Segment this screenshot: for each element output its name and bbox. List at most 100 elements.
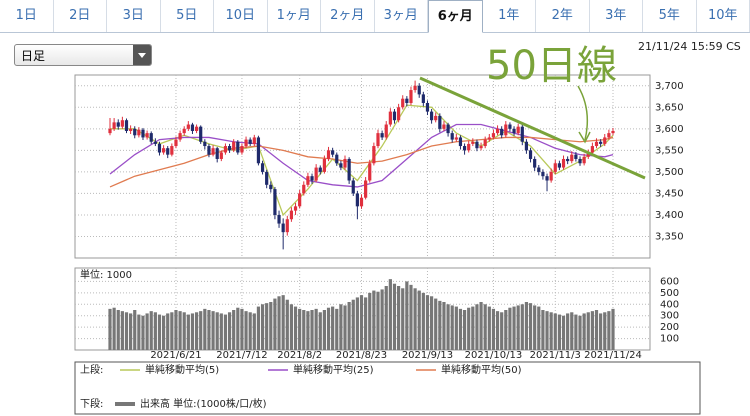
candle-body bbox=[232, 141, 236, 151]
candle-body bbox=[339, 163, 343, 168]
volume-bar bbox=[553, 313, 557, 350]
volume-bar bbox=[219, 313, 223, 350]
candle-body bbox=[438, 115, 442, 129]
volume-bar bbox=[252, 313, 256, 350]
candle-body bbox=[269, 184, 273, 190]
period-tab[interactable]: 2年 bbox=[536, 0, 590, 32]
period-tab[interactable]: 3年 bbox=[590, 0, 643, 32]
candle-body bbox=[372, 146, 376, 164]
period-tab[interactable]: 3ヶ月 bbox=[375, 0, 428, 32]
dropdown-value: 日足 bbox=[21, 49, 46, 63]
candle-body bbox=[129, 128, 133, 131]
volume-bar bbox=[417, 290, 421, 350]
volume-bar bbox=[331, 306, 335, 350]
volume-bar bbox=[528, 303, 533, 350]
period-tab[interactable]: 10日 bbox=[214, 0, 268, 32]
candle-body bbox=[293, 206, 298, 211]
candle-body bbox=[174, 139, 178, 147]
candle-body bbox=[182, 128, 186, 134]
volume-bar bbox=[520, 304, 524, 350]
volume-bar bbox=[438, 300, 442, 350]
candle-body bbox=[359, 197, 364, 207]
volume-panel bbox=[74, 267, 651, 351]
volume-bar bbox=[450, 305, 454, 350]
volume-bar bbox=[574, 314, 578, 350]
period-tab[interactable]: 2日 bbox=[54, 0, 107, 32]
volume-bar bbox=[409, 284, 413, 350]
period-tab[interactable]: 5年 bbox=[643, 0, 697, 32]
candle-body bbox=[425, 102, 430, 112]
volume-bar bbox=[302, 310, 306, 350]
volume-bar bbox=[578, 315, 582, 350]
candle-body bbox=[145, 133, 149, 138]
volume-bar bbox=[207, 310, 211, 350]
candle-body bbox=[388, 111, 392, 125]
x-tick-label: 2021/11/24 bbox=[584, 350, 642, 361]
candle-body bbox=[364, 180, 368, 198]
candle-body bbox=[599, 141, 603, 144]
volume-bar bbox=[343, 305, 347, 350]
x-tick-label: 2021/6/21 bbox=[150, 350, 201, 361]
candle-body bbox=[405, 98, 409, 103]
period-tab[interactable]: 1ヶ月 bbox=[268, 0, 321, 32]
candle-body bbox=[236, 141, 240, 153]
x-tick-label: 2021/8/2 bbox=[277, 350, 322, 361]
volume-bar bbox=[281, 295, 285, 350]
dropdown-arrow[interactable] bbox=[133, 45, 151, 65]
volume-bar bbox=[388, 279, 392, 350]
candle-body bbox=[504, 124, 508, 136]
period-tab[interactable]: 5日 bbox=[161, 0, 214, 32]
volume-bar bbox=[322, 310, 326, 350]
volume-bar bbox=[413, 288, 417, 350]
period-tab[interactable]: 3日 bbox=[107, 0, 161, 32]
volume-bar bbox=[421, 292, 425, 350]
candle-body bbox=[248, 139, 252, 144]
volume-bar bbox=[199, 311, 203, 350]
candle-body bbox=[512, 128, 516, 134]
volume-bar bbox=[232, 310, 236, 350]
volume-bar bbox=[248, 312, 252, 350]
annotation: 50日線 bbox=[486, 43, 617, 89]
period-tab[interactable]: 2ヶ月 bbox=[321, 0, 375, 32]
candle-body bbox=[524, 141, 529, 151]
volume-tick-label: 400 bbox=[660, 299, 679, 310]
period-tab[interactable]: 1日 bbox=[0, 0, 54, 32]
interval-dropdown[interactable]: 日足 bbox=[14, 44, 152, 66]
candle-body bbox=[347, 158, 351, 181]
candle-body bbox=[475, 141, 479, 149]
period-tab[interactable]: 1年 bbox=[483, 0, 536, 32]
y-tick-label: 3,350 bbox=[655, 231, 684, 242]
candle-body bbox=[508, 124, 512, 129]
volume-bar bbox=[289, 304, 294, 350]
candle-body bbox=[479, 146, 483, 149]
candle-body bbox=[446, 124, 450, 134]
volume-bar bbox=[227, 312, 232, 350]
x-tick-label: 2021/10/13 bbox=[465, 350, 523, 361]
volume-bar bbox=[186, 314, 190, 350]
volume-bar bbox=[495, 311, 500, 350]
legend-box bbox=[74, 361, 701, 415]
y-tick-label: 3,600 bbox=[655, 124, 684, 135]
candle-body bbox=[285, 219, 289, 233]
candle-body bbox=[190, 124, 195, 131]
candle-body bbox=[557, 163, 562, 168]
volume-bar bbox=[487, 306, 491, 350]
volume-bar bbox=[500, 312, 504, 350]
candle-body bbox=[516, 126, 520, 134]
candle-body bbox=[487, 137, 491, 140]
period-tab[interactable]: 10年 bbox=[697, 0, 750, 32]
volume-bar bbox=[590, 311, 594, 350]
y-tick-label: 3,400 bbox=[655, 210, 684, 221]
candle-body bbox=[392, 111, 397, 121]
moving-average-line bbox=[109, 136, 614, 188]
period-tab[interactable]: 6ヶ月 bbox=[428, 0, 483, 33]
volume-bar bbox=[133, 310, 137, 350]
volume-unit: 単位: 1000 bbox=[80, 268, 132, 281]
volume-bar bbox=[157, 314, 162, 350]
volume-bar bbox=[586, 312, 590, 350]
candle-body bbox=[141, 129, 145, 138]
candle-body bbox=[223, 146, 228, 153]
candle-body bbox=[331, 150, 335, 155]
volume-bar bbox=[429, 296, 434, 350]
candle-body bbox=[166, 148, 170, 155]
